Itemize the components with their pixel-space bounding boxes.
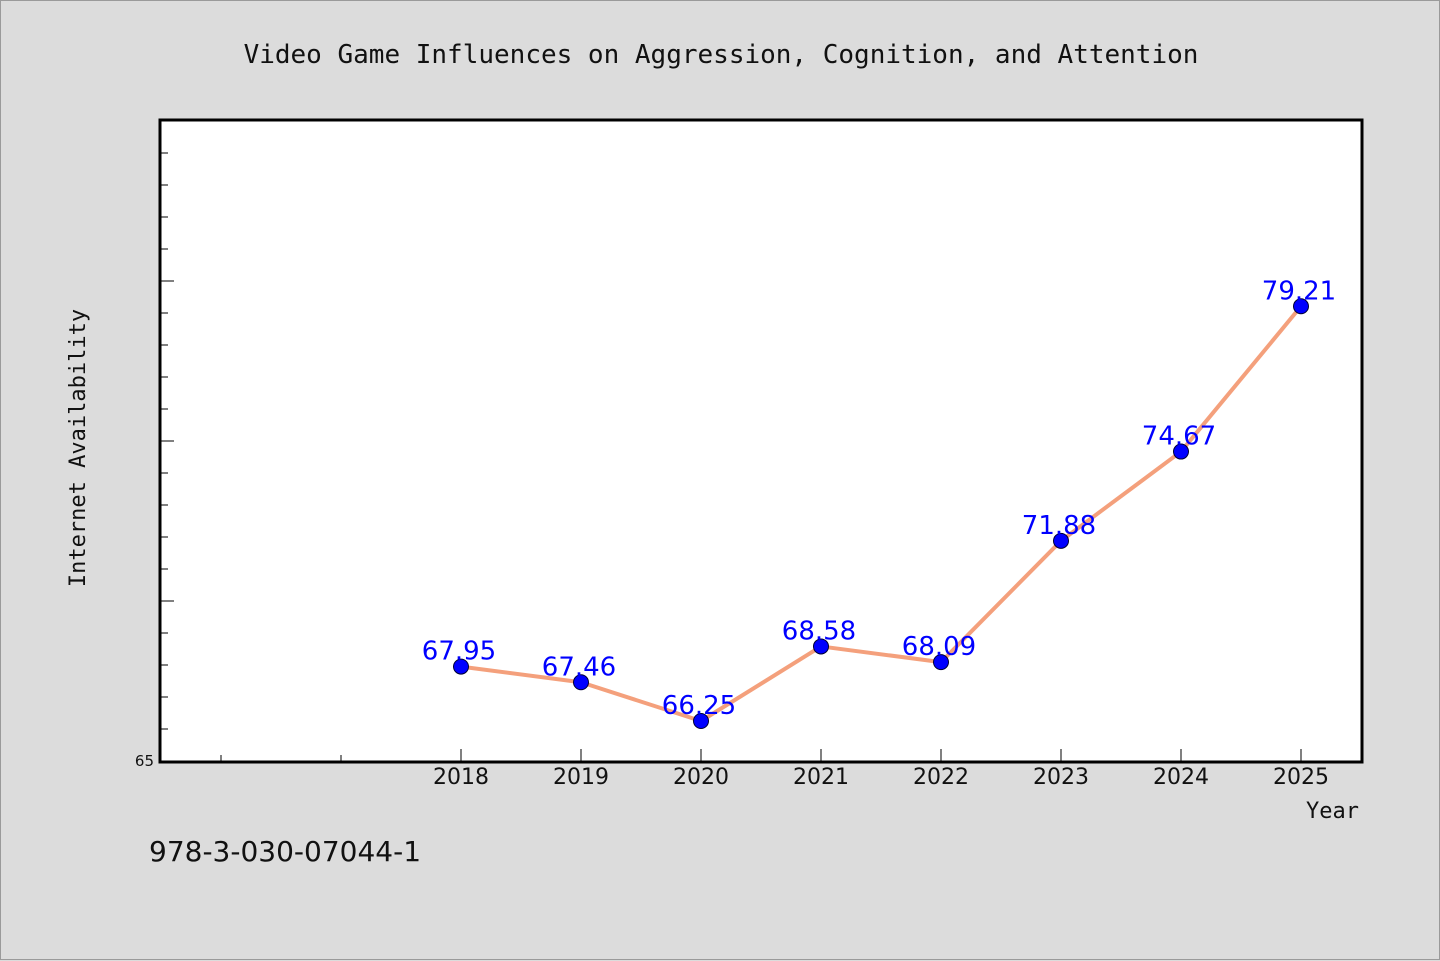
x-tick-label: 2020 <box>673 765 729 790</box>
x-axis-label: Year <box>1306 799 1359 824</box>
x-tick-label: 2021 <box>793 765 849 790</box>
x-tick-label: 2024 <box>1153 765 1209 790</box>
y-axis-label: Internet Availability <box>66 309 91 587</box>
y-axis: 65 <box>135 120 174 770</box>
data-label: 68.58 <box>782 616 856 646</box>
data-point <box>813 638 829 655</box>
data-label: 67.46 <box>542 652 616 682</box>
x-tick-label: 2019 <box>553 765 609 790</box>
data-label: 71.88 <box>1022 511 1096 541</box>
x-tick-label: 2023 <box>1033 765 1089 790</box>
data-point <box>1293 298 1309 315</box>
data-point <box>1173 443 1189 460</box>
data-label: 66.25 <box>662 691 736 721</box>
series-line <box>460 305 1303 723</box>
data-label: 79.21 <box>1262 276 1336 306</box>
y-tick-label: 65 <box>135 752 154 770</box>
chart-title: Video Game Influences on Aggression, Cog… <box>244 40 1199 70</box>
footer-text: 978-3-030-07044-1 <box>149 835 422 868</box>
data-point <box>933 654 949 671</box>
data-label: 74.67 <box>1142 422 1216 452</box>
data-series: 67.95 67.46 66.25 68.58 68.09 71.88 74.67 79.21 <box>422 276 1336 729</box>
plot-area <box>158 118 1364 764</box>
data-label: 68.09 <box>902 632 976 662</box>
x-axis: 2018 2019 2020 2021 2022 2023 2024 2025 <box>220 749 1329 790</box>
data-point <box>693 713 709 729</box>
data-point <box>573 674 589 691</box>
data-label: 67.95 <box>422 637 496 667</box>
data-point <box>453 658 469 675</box>
x-tick-label: 2018 <box>433 765 489 790</box>
data-point <box>1053 532 1069 549</box>
x-tick-label: 2022 <box>913 765 969 790</box>
x-tick-label: 2025 <box>1273 765 1329 790</box>
